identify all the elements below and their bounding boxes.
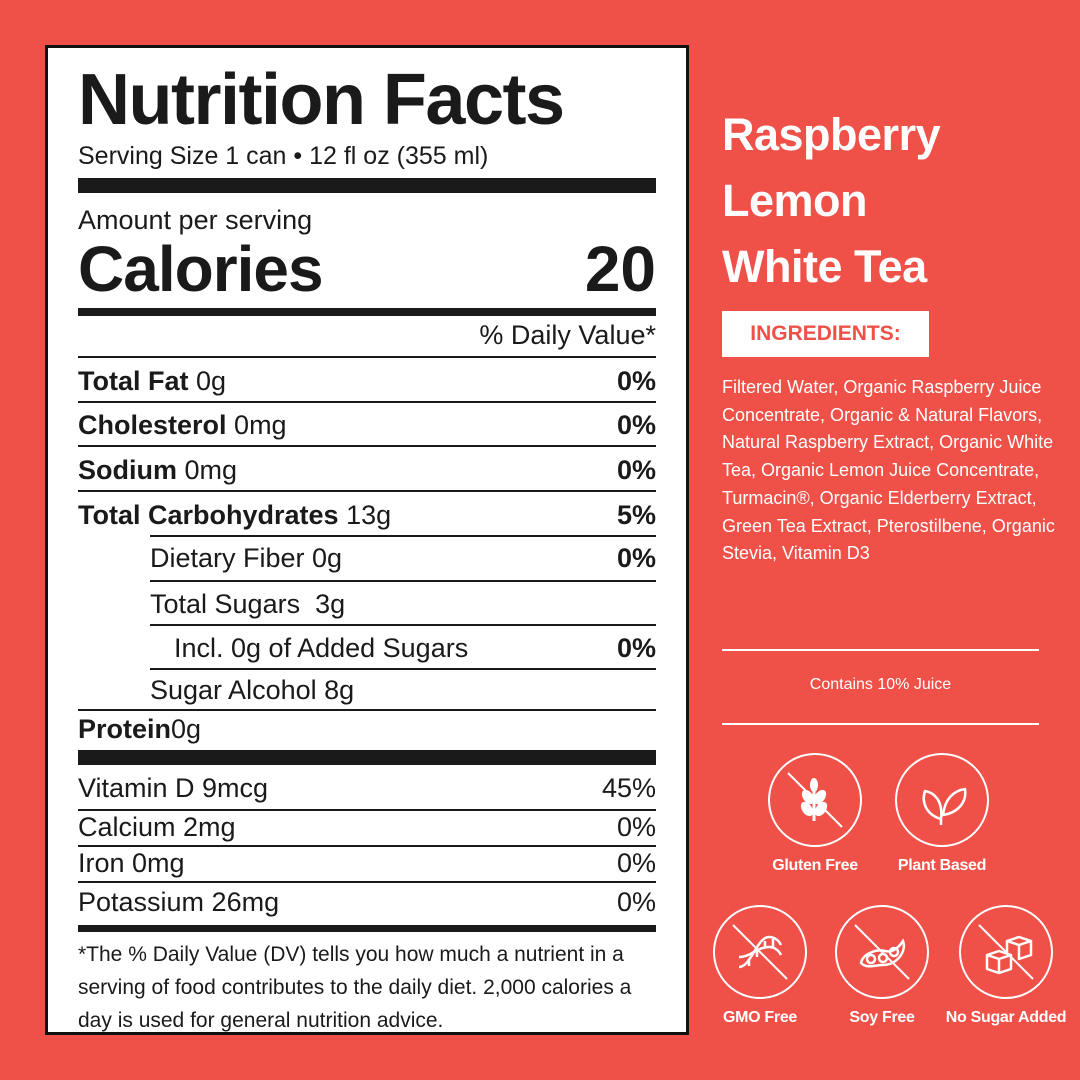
nutrient-amount: 0mg xyxy=(184,454,238,485)
nutrient-row-added-sugars: Incl. 0g of Added Sugars 0% xyxy=(78,628,656,668)
divider xyxy=(78,490,656,492)
divider xyxy=(150,580,656,582)
nutrient-row-total-sugars: Total Sugars 3g xyxy=(78,584,656,624)
badge-plant-based: Plant Based xyxy=(872,753,1012,875)
wheat-icon xyxy=(768,753,862,847)
vitamin-row-vitamin-d: Vitamin D 9mcg 45% xyxy=(78,768,656,808)
product-name-line: Raspberry xyxy=(722,109,941,160)
nutrient-amount: 13g xyxy=(346,499,392,530)
badge-label: Soy Free xyxy=(849,1009,915,1026)
serving-size: Serving Size 1 can • 12 fl oz (355 ml) xyxy=(78,142,489,170)
product-name-line: Lemon xyxy=(722,175,868,226)
divider xyxy=(78,845,656,847)
medium-divider xyxy=(78,925,656,932)
divider xyxy=(78,356,656,358)
badge-no-sugar-added: No Sugar Added xyxy=(936,905,1076,1027)
vitamin-text: Calcium 2mg xyxy=(78,811,236,842)
divider xyxy=(150,535,656,537)
nutrient-dv: 0% xyxy=(616,542,656,573)
divider xyxy=(78,445,656,447)
amount-per-serving: Amount per serving xyxy=(78,205,313,235)
vitamin-dv: 45% xyxy=(601,772,656,803)
divider xyxy=(150,624,656,626)
nutrient-row-sodium: Sodium 0mg 0% xyxy=(78,450,656,490)
thick-divider xyxy=(78,750,656,765)
badge-label: GMO Free xyxy=(722,1009,798,1026)
badge-gluten-free: Gluten Free xyxy=(745,753,885,875)
medium-divider xyxy=(78,308,656,316)
nutrient-dv: 5% xyxy=(616,499,656,530)
nutrition-title: Nutrition Facts xyxy=(78,60,565,140)
nutrient-amount: 0g xyxy=(171,713,202,744)
badge-label: No Sugar Added xyxy=(945,1009,1067,1026)
divider xyxy=(150,668,656,670)
leaf-icon xyxy=(895,753,989,847)
thick-divider xyxy=(78,178,656,193)
nutrient-amount: 0mg xyxy=(234,409,287,440)
divider xyxy=(722,723,1039,725)
divider xyxy=(78,881,656,883)
nutrient-row-total-carbohydrates: Total Carbohydrates 13g 5% xyxy=(78,495,656,535)
vitamin-text: Iron 0mg xyxy=(78,847,185,878)
product-name-line: White Tea xyxy=(722,241,927,292)
ingredients-label: INGREDIENTS: xyxy=(722,311,929,357)
product-name: Raspberry Lemon White Tea xyxy=(722,102,941,300)
daily-value-header: % Daily Value* xyxy=(479,320,656,350)
nutrition-facts-panel: Nutrition Facts Serving Size 1 can • 12 … xyxy=(45,45,689,1035)
divider xyxy=(78,709,656,711)
nutrient-row-total-fat: Total Fat 0g 0% xyxy=(78,361,656,401)
nutrient-dv: 0% xyxy=(616,365,656,396)
divider xyxy=(78,401,656,403)
nutrient-row-sugar-alcohol: Sugar Alcohol 8g xyxy=(78,670,656,710)
vitamin-dv: 0% xyxy=(616,886,656,917)
soybean-icon xyxy=(835,905,929,999)
nutrient-name: Protein xyxy=(78,713,172,744)
vitamin-text: Potassium 26mg xyxy=(78,886,280,917)
vitamin-row-calcium: Calcium 2mg 0% xyxy=(78,807,656,847)
vitamin-row-iron: Iron 0mg 0% xyxy=(78,843,656,883)
dna-icon xyxy=(713,905,807,999)
vitamin-dv: 0% xyxy=(616,847,656,878)
nutrient-text: Dietary Fiber 0g xyxy=(150,542,343,573)
nutrient-row-protein: Protein0g xyxy=(78,709,656,749)
divider xyxy=(722,649,1039,651)
nutrient-name: Sodium xyxy=(78,454,177,485)
nutrient-name: Total Carbohydrates xyxy=(78,499,339,530)
juice-note: Contains 10% Juice xyxy=(809,676,952,693)
nutrient-text: Total Sugars 3g xyxy=(150,588,346,619)
vitamin-dv: 0% xyxy=(616,811,656,842)
divider xyxy=(78,809,656,811)
calories-label: Calories xyxy=(78,233,324,305)
nutrient-text: Sugar Alcohol 8g xyxy=(150,674,355,705)
nutrient-dv: 0% xyxy=(616,632,656,663)
vitamin-row-potassium: Potassium 26mg 0% xyxy=(78,882,656,922)
badge-label: Plant Based xyxy=(897,857,987,874)
badge-label: Gluten Free xyxy=(772,857,858,874)
nutrient-name: Total Fat xyxy=(78,365,189,396)
nutrient-row-cholesterol: Cholesterol 0mg 0% xyxy=(78,405,656,445)
nutrient-row-dietary-fiber: Dietary Fiber 0g 0% xyxy=(78,538,656,578)
ingredients-list: Filtered Water, Organic Raspberry Juice … xyxy=(722,377,1055,564)
nutrient-text: Incl. 0g of Added Sugars xyxy=(174,632,469,663)
nutrient-amount: 0g xyxy=(196,365,227,396)
sugar-cubes-icon xyxy=(959,905,1053,999)
badge-soy-free: Soy Free xyxy=(812,905,952,1027)
calories-value: 20 xyxy=(584,233,656,305)
nutrient-dv: 0% xyxy=(616,454,656,485)
daily-value-footnote: *The % Daily Value (DV) tells you how mu… xyxy=(78,943,632,1032)
nutrient-name: Cholesterol xyxy=(78,409,227,440)
vitamin-text: Vitamin D 9mcg xyxy=(78,772,269,803)
badge-gmo-free: GMO Free xyxy=(690,905,830,1027)
nutrient-dv: 0% xyxy=(616,409,656,440)
